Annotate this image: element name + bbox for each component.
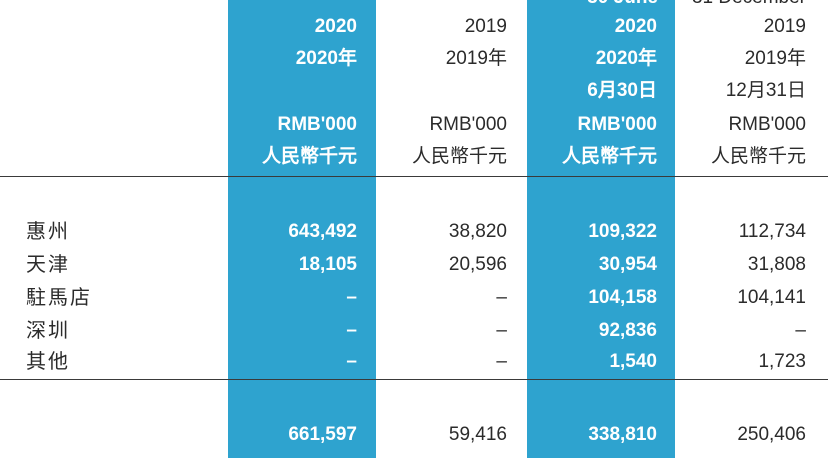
total-value: 250,406 (737, 424, 806, 445)
row-label: 惠州 (26, 221, 70, 243)
col2-unit: RMB'000 (429, 114, 507, 135)
row-label: 其他 (26, 351, 70, 373)
total-value: 338,810 (588, 424, 657, 445)
col3-unit-zh: 人民幣千元 (561, 146, 657, 167)
col4-date: 12月31日 (725, 80, 806, 101)
row-value: 92,836 (598, 320, 657, 341)
header-cut-30-june: 30 June (587, 0, 658, 9)
row-value: 1,540 (609, 351, 657, 372)
total-value: 59,416 (448, 424, 507, 445)
header-cut-31-december: 31 December (692, 0, 806, 9)
col4-unit: RMB'000 (728, 114, 806, 135)
row-value: – (346, 320, 357, 341)
row-value: – (795, 320, 806, 341)
row-value: 112,734 (738, 221, 806, 242)
col1-year-zh: 2020年 (295, 48, 357, 69)
row-value: 38,820 (448, 221, 507, 242)
col1-year: 2020 (314, 16, 357, 37)
total-value: 661,597 (288, 424, 357, 445)
col3-date: 6月30日 (587, 80, 657, 101)
row-value: 31,808 (747, 254, 806, 275)
col2-year-zh: 2019年 (445, 48, 507, 69)
row-value: 109,322 (588, 221, 657, 242)
row-value: 1,723 (758, 351, 806, 372)
row-value: 18,105 (298, 254, 357, 275)
row-value: 20,596 (448, 254, 507, 275)
col2-unit-zh: 人民幣千元 (411, 146, 507, 167)
col3-unit: RMB'000 (577, 114, 658, 135)
col3-year-zh: 2020年 (595, 48, 657, 69)
row-value: 104,141 (737, 287, 806, 308)
row-value: – (496, 287, 507, 308)
highlight-column-2020-june (527, 0, 675, 458)
row-value: 643,492 (288, 221, 357, 242)
col4-year-zh: 2019年 (744, 48, 806, 69)
col1-unit: RMB'000 (277, 114, 358, 135)
highlight-column-2020-period (228, 0, 376, 458)
row-label: 深圳 (26, 320, 70, 342)
col4-year: 2019 (763, 16, 806, 37)
col3-year: 2020 (614, 16, 657, 37)
col4-unit-zh: 人民幣千元 (710, 146, 806, 167)
row-label: 駐馬店 (26, 287, 92, 309)
row-value: – (346, 287, 357, 308)
subtotal-divider (0, 379, 828, 380)
header-divider (0, 176, 828, 177)
col2-year: 2019 (464, 16, 507, 37)
row-label: 天津 (26, 254, 70, 276)
row-value: 30,954 (598, 254, 657, 275)
row-value: 104,158 (588, 287, 657, 308)
row-value: – (496, 351, 507, 372)
col1-unit-zh: 人民幣千元 (261, 146, 357, 167)
row-value: – (346, 351, 357, 372)
row-value: – (496, 320, 507, 341)
